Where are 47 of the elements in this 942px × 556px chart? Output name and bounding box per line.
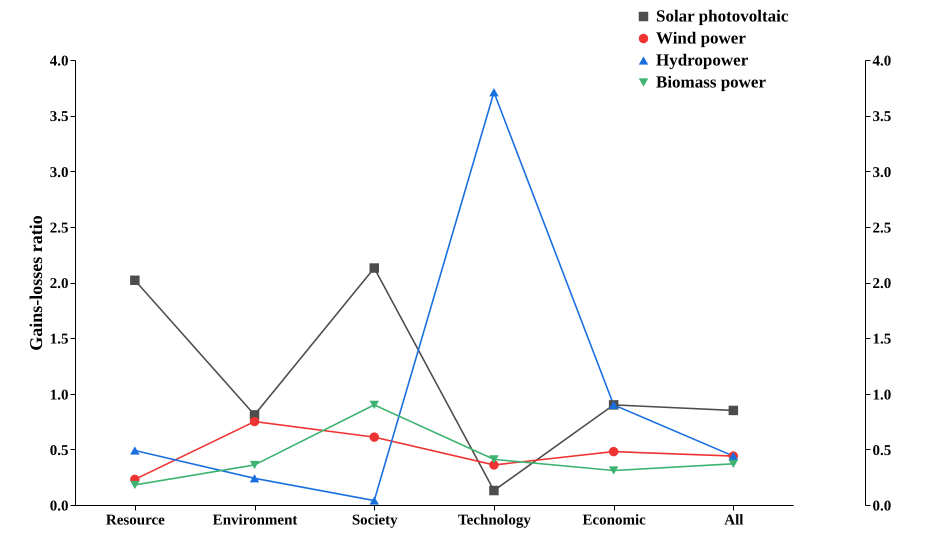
y2-tick-label: 1.0 (872, 387, 892, 404)
point (250, 474, 260, 482)
y-tick-label: 3.0 (50, 164, 68, 181)
y-tick-label: 2.0 (50, 276, 68, 292)
legend-label: Hydropower (656, 50, 749, 70)
y-tick-label: 0.5 (50, 442, 68, 459)
y-tick-label: 1.0 (50, 387, 68, 404)
y2-tick-label: 0.0 (872, 498, 892, 514)
y-tick-label: 3.5 (50, 109, 68, 126)
x-tick-label: Society (352, 512, 398, 528)
point (728, 460, 738, 468)
y-tick-label: 2.5 (50, 220, 68, 236)
x-tick-label: Resource (106, 512, 166, 528)
x-tick-label: Technology (458, 512, 532, 528)
y2-tick-label: 0.5 (872, 442, 892, 459)
x-tick-label: All (724, 512, 744, 528)
point (370, 432, 379, 442)
point (370, 496, 379, 505)
point (489, 455, 499, 464)
y2-tick-label: 3.5 (872, 109, 892, 126)
y2-tick-label: 3.0 (872, 164, 892, 181)
point (370, 400, 379, 409)
y2-tick-label: 2.0 (872, 276, 892, 292)
y2-tick-label: 2.5 (872, 220, 892, 236)
y-tick-label: 1.5 (50, 332, 68, 348)
x-tick-label: Economic (582, 512, 646, 528)
point (250, 416, 260, 426)
point (489, 88, 499, 96)
point (130, 276, 140, 286)
point (608, 466, 618, 475)
y-axis-title: Gains-losses ratio (26, 215, 46, 351)
point (370, 263, 379, 273)
y-tick-label: 4.0 (50, 54, 68, 70)
point (608, 446, 618, 456)
point (130, 480, 140, 490)
point (728, 406, 738, 416)
y-tick-label: 0.0 (50, 498, 68, 514)
point (250, 460, 260, 470)
point (489, 460, 499, 470)
point (130, 446, 140, 455)
y2-tick-label: 4.0 (872, 54, 892, 70)
legend-label: Biomass power (656, 72, 766, 92)
legend-label: Solar photovoltaic (656, 6, 789, 26)
legend-label: Wind power (656, 28, 746, 48)
x-tick-label: Environment (212, 512, 298, 528)
point (489, 486, 499, 496)
y2-tick-label: 1.5 (872, 332, 892, 348)
